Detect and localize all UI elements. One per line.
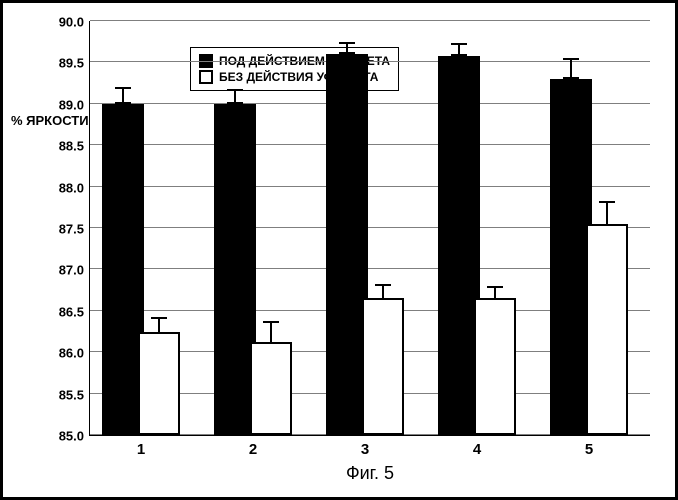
y-tick-label: 90.0: [59, 15, 84, 30]
y-tick-label: 87.5: [59, 222, 84, 237]
x-tick-label: 3: [361, 441, 369, 458]
error-bar: [382, 284, 384, 301]
error-bar: [234, 89, 236, 104]
error-bar: [158, 317, 160, 334]
y-tick-label: 88.0: [59, 180, 84, 195]
figure-page: % ЯРКОСТИ ПОД ДЕЙСТВИЕМ УФ-СВЕТА БЕЗ ДЕЙ…: [0, 0, 678, 500]
y-axis-label: % ЯРКОСТИ: [11, 113, 89, 128]
bar-light: [586, 224, 628, 435]
x-tick-label: 4: [473, 441, 481, 458]
error-bar: [606, 201, 608, 226]
y-tick-label: 89.5: [59, 56, 84, 71]
error-bar: [122, 87, 124, 104]
bar-light: [474, 298, 516, 435]
y-tick-label: 86.5: [59, 304, 84, 319]
x-tick-label: 1: [137, 441, 145, 458]
gridline: [90, 20, 650, 21]
error-bar: [570, 58, 572, 79]
y-tick-label: 88.5: [59, 139, 84, 154]
plot-area: ПОД ДЕЙСТВИЕМ УФ-СВЕТА БЕЗ ДЕЙСТВИЯ УФ-С…: [89, 21, 650, 436]
bar-light: [138, 332, 180, 436]
bar-light: [250, 342, 292, 435]
error-bar: [270, 321, 272, 344]
error-bar: [458, 43, 460, 55]
error-bar: [346, 42, 348, 54]
y-tick-label: 85.5: [59, 387, 84, 402]
x-tick-label: 2: [249, 441, 257, 458]
y-tick-label: 85.0: [59, 429, 84, 444]
legend-swatch-light: [199, 70, 213, 84]
y-tick-label: 89.0: [59, 97, 84, 112]
error-bar: [494, 286, 496, 301]
gridline: [90, 61, 650, 62]
y-tick-label: 87.0: [59, 263, 84, 278]
x-tick-label: 5: [585, 441, 593, 458]
bar-light: [362, 298, 404, 435]
figure-caption: Фиг. 5: [90, 463, 650, 484]
y-tick-label: 86.0: [59, 346, 84, 361]
